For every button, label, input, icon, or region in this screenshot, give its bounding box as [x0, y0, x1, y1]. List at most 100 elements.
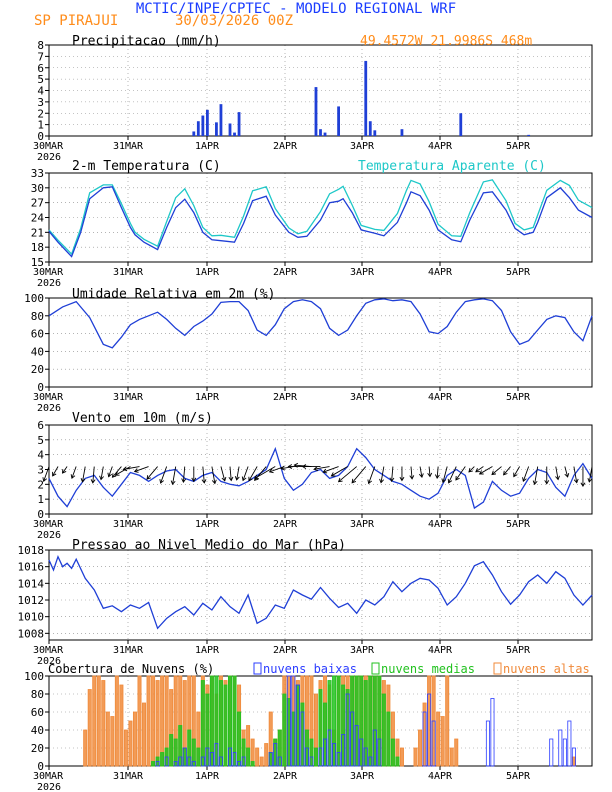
x-tick-label: 3APR	[350, 771, 375, 782]
y-tick-label: 20	[31, 363, 44, 376]
wind-arrow	[564, 466, 569, 478]
wind-arrow	[391, 466, 394, 482]
x-tick-label: 1APR	[195, 267, 220, 278]
wind-arrow	[43, 466, 50, 482]
wind-arrow-head	[427, 472, 433, 478]
wind-arrow-head	[114, 471, 120, 476]
x-tick-label: 5APR	[506, 771, 531, 782]
cloud-bar-nuvens-medias	[363, 680, 368, 767]
cloud-bar-nuvens-medias	[354, 675, 359, 767]
wind-arrow-head	[409, 475, 415, 480]
cloud-bar-nuvens-medias	[359, 675, 364, 767]
y-tick-label: 18	[31, 241, 44, 254]
station-name: SP PIRAJUI	[34, 13, 118, 29]
cloud-bar-nuvens-medias	[227, 675, 232, 767]
precip-bar	[314, 87, 318, 136]
cloud-bar-nuvens-medias	[323, 702, 328, 767]
y-tick-label: 80	[31, 688, 44, 701]
x-tick-label: 30MAR	[33, 645, 64, 656]
cloud-bar-nuvens-medias	[372, 675, 377, 767]
cloud-bar-nuvens-altas	[255, 747, 260, 767]
cloud-bar-nuvens-medias	[295, 684, 300, 767]
precip-bar	[364, 60, 368, 136]
precip-bar	[337, 106, 340, 136]
y-tick-label: 0	[37, 508, 44, 521]
cloud-bar-nuvens-baixas	[345, 693, 350, 767]
wind-arrow-head	[322, 468, 328, 474]
wind-arrow-head	[532, 480, 538, 486]
x-tick-label: 2APR	[273, 141, 298, 152]
cloud-bar-nuvens-baixas	[363, 747, 368, 767]
x-tick-label: 30MAR	[33, 392, 64, 403]
x-tick-label: 2APR	[273, 392, 298, 403]
wind-arrow-head	[293, 462, 299, 468]
cloud-bar-nuvens-medias	[178, 725, 183, 767]
wind-speed-line	[48, 446, 593, 510]
x-tick-label: 2APR	[273, 267, 298, 278]
cloud-bar-nuvens-medias	[196, 747, 201, 767]
cloud-legend-label: nuvens medias	[381, 662, 475, 676]
y-tick-label: 1018	[18, 544, 45, 557]
wind-arrow-head	[111, 473, 117, 478]
x-tick-label: 4APR	[428, 141, 453, 152]
cloud-bar-nuvens-baixas	[562, 738, 567, 767]
cloud-bar-nuvens-medias	[268, 752, 273, 767]
wind-arrow	[82, 466, 86, 482]
x-year-label: 2026	[37, 278, 61, 289]
y-tick-label: 4	[37, 85, 44, 98]
wind-arrow-head	[564, 472, 570, 478]
x-tick-label: 4APR	[428, 267, 453, 278]
cloud-bar-nuvens-altas	[101, 680, 106, 767]
cloud-bar-nuvens-altas	[87, 689, 92, 767]
cloud-bar-nuvens-medias	[191, 738, 196, 767]
cloud-bar-nuvens-baixas	[187, 756, 192, 767]
wind-arrow-head	[330, 472, 336, 477]
x-tick-label: 31MAR	[113, 267, 144, 278]
cloud-bar-nuvens-medias	[341, 684, 346, 767]
panel-title: 2-m Temperatura (C)	[72, 159, 221, 174]
y-tick-label: 7	[37, 50, 44, 63]
x-year-label: 2026	[37, 530, 61, 541]
wind-arrow	[410, 466, 413, 479]
cloud-bar-nuvens-baixas	[354, 725, 359, 767]
cloud-bar-nuvens-baixas	[485, 720, 490, 767]
x-tick-label: 1APR	[195, 519, 220, 530]
y-tick-label: 20	[31, 742, 44, 755]
x-tick-label: 31MAR	[113, 771, 144, 782]
cloud-bar-nuvens-baixas	[336, 752, 341, 767]
run-time: 30/03/2026 00Z	[175, 13, 293, 29]
cloud-bar-nuvens-altas	[128, 720, 133, 767]
cloud-bar-nuvens-medias	[318, 689, 323, 767]
cloud-bar-nuvens-baixas	[191, 761, 196, 767]
cloud-bar-nuvens-baixas	[372, 729, 377, 767]
wind-arrow-head	[234, 476, 240, 481]
cloud-bar-nuvens-medias	[200, 680, 205, 767]
wind-arrow-head	[337, 477, 343, 483]
cloud-bar-nuvens-baixas	[295, 684, 300, 767]
precip-bar	[233, 132, 236, 136]
cloud-bar-nuvens-baixas	[241, 756, 246, 767]
wind-arrow	[92, 466, 95, 483]
wind-arrow	[254, 466, 276, 479]
wind-arrow-head	[441, 478, 447, 484]
wind-arrow-head	[418, 473, 424, 479]
cloud-bar-nuvens-medias	[250, 761, 255, 767]
cloud-bar-nuvens-altas	[132, 711, 137, 767]
cloud-bar-nuvens-medias	[218, 680, 223, 767]
rh-line	[48, 298, 593, 349]
wind-arrow	[108, 466, 113, 477]
wind-arrow-head	[447, 478, 453, 484]
cloud-bar-nuvens-medias	[205, 693, 210, 767]
precip-bar	[373, 130, 377, 136]
x-year-label: 2026	[37, 403, 61, 414]
wind-arrow	[368, 466, 376, 484]
cloud-bar-nuvens-medias	[182, 747, 187, 767]
x-tick-label: 1APR	[195, 771, 220, 782]
cloud-bar-nuvens-baixas	[178, 756, 183, 767]
y-tick-label: 60	[31, 328, 44, 341]
wind-arrow	[172, 466, 177, 485]
wind-arrow-head	[478, 470, 484, 475]
cloud-bar-nuvens-baixas	[377, 738, 382, 767]
cloud-bar-nuvens-baixas	[237, 761, 242, 767]
panel-title: Cobertura de Nuvens (%)	[48, 662, 214, 676]
